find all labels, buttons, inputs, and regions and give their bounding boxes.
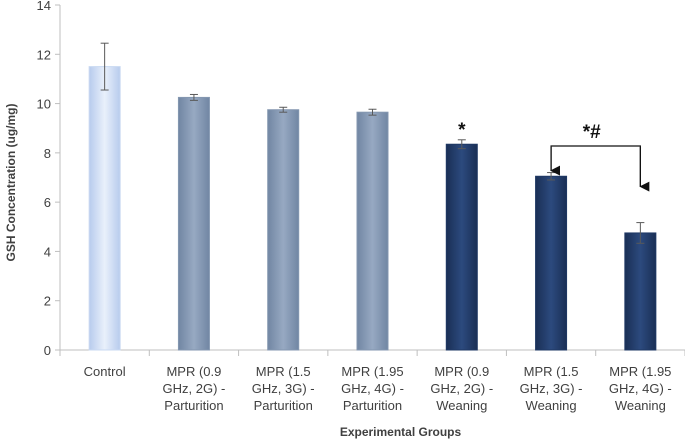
x-axis-title: Experimental Groups (340, 425, 462, 439)
x-tick-label: MPR (1.5 GHz, 3G) - Weaning (520, 364, 583, 413)
y-tick-label: 4 (44, 244, 51, 259)
y-tick-label: 10 (37, 97, 51, 112)
x-tick-label-line: Control (84, 364, 126, 379)
x-tick-label-line: GHz, 2G) - (430, 381, 493, 396)
x-tick-label-line: GHz, 4G) - (341, 381, 404, 396)
x-tick-label-line: GHz, 3G) - (252, 381, 315, 396)
bar[interactable] (88, 66, 121, 351)
x-tick-label-line: GHz, 3G) - (520, 381, 583, 396)
x-tick-label-line: MPR (1.95 (341, 364, 403, 379)
bar[interactable] (356, 111, 389, 351)
x-tick-label-line: MPR (1.5 (524, 364, 579, 379)
y-tick-label: 2 (44, 294, 51, 309)
x-tick-label-line: GHz, 4G) - (609, 381, 672, 396)
x-tick-label: MPR (0.9 GHz, 2G) - Weaning (430, 364, 493, 413)
y-tick-label: 14 (37, 0, 51, 13)
bar[interactable] (445, 143, 478, 351)
y-tick-label: 12 (37, 47, 51, 62)
significance-label: * (458, 120, 466, 141)
x-tick-label: MPR (1.95 GHz, 4G) - Parturition (341, 364, 404, 413)
x-tick-label-line: GHz, 2G) - (163, 381, 226, 396)
x-tick-label: MPR (1.95 GHz, 4G) - Weaning (609, 364, 672, 413)
bar[interactable] (624, 232, 657, 351)
x-tick-label-line: MPR (0.9 (166, 364, 221, 379)
bar[interactable] (267, 109, 300, 351)
x-tick-label-line: Weaning (615, 398, 666, 413)
x-tick-label: MPR (1.5 GHz, 3G) - Parturition (252, 364, 315, 413)
x-tick-label: MPR (0.9 GHz, 2G) - Parturition (163, 364, 226, 413)
significance-label: *# (583, 122, 601, 143)
x-tick-label-line: Weaning (526, 398, 577, 413)
x-tick-label-line: Weaning (436, 398, 487, 413)
x-tick-label-line: MPR (1.95 (609, 364, 671, 379)
x-tick-label-line: Parturition (254, 398, 313, 413)
y-tick-label: 0 (44, 343, 51, 358)
x-tick-label-line: Parturition (343, 398, 402, 413)
x-tick-label-line: MPR (1.5 (256, 364, 311, 379)
y-tick-label: 8 (44, 146, 51, 161)
x-tick-label: Control (84, 364, 126, 379)
bar[interactable] (177, 96, 210, 351)
y-tick-label: 6 (44, 195, 51, 210)
bar[interactable] (535, 175, 568, 351)
y-axis-title: GSH Concentration (ug/mg) (4, 104, 18, 262)
x-tick-label-line: Parturition (164, 398, 223, 413)
x-tick-label-line: MPR (0.9 (434, 364, 489, 379)
